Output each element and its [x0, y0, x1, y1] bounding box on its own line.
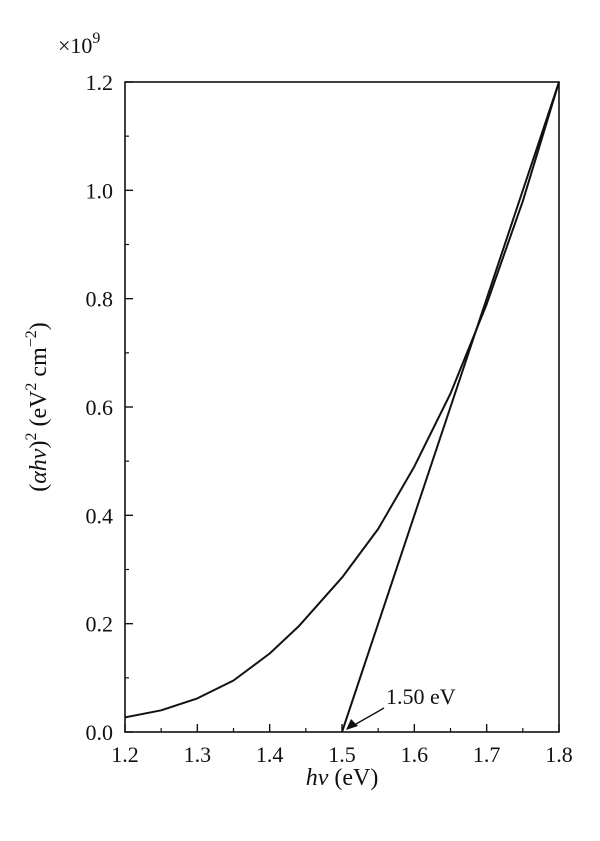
multiplier-exponent: 9 — [92, 30, 100, 47]
x-tick-label: 1.2 — [111, 742, 139, 767]
x-tick-label: 1.4 — [256, 742, 284, 767]
y-tick-label: 0.6 — [86, 395, 114, 420]
x-axis-label-symbol: hν — [306, 765, 329, 791]
multiplier-base: ×10 — [58, 33, 92, 58]
x-tick-label: 1.3 — [184, 742, 212, 767]
y-tick-label: 1.2 — [86, 70, 114, 95]
y-label-units-power1: 2 — [23, 383, 40, 391]
y-label-units-end: ) — [26, 322, 52, 330]
x-tick-label: 1.5 — [328, 742, 356, 767]
x-tick-label: 1.7 — [473, 742, 501, 767]
y-tick-label: 0.4 — [86, 503, 114, 528]
y-tick-label: 1.0 — [86, 178, 114, 203]
x-axis-label-units: (eV) — [328, 765, 378, 791]
y-label-symbol: αhν — [26, 448, 52, 484]
y-label-power: 2 — [23, 433, 40, 441]
plot-layer: 1.2 1.3 1.4 1.5 1.6 1.7 1.8 0.0 0.2 0.4 0.6 0.8 1.0 1… — [23, 30, 573, 791]
y-axis-label: (αhν)2 (eV2 cm−2) — [23, 322, 52, 492]
x-tick-label: 1.8 — [545, 742, 573, 767]
y-tick-label: 0.8 — [86, 287, 114, 312]
x-tick-label: 1.6 — [401, 742, 429, 767]
plot-frame — [124, 81, 560, 733]
y-label-open: ( — [26, 484, 52, 492]
y-tick-label: 0.0 — [86, 720, 114, 745]
series-line-absorption-curve — [124, 81, 560, 719]
series-line-tangent-line — [341, 81, 560, 733]
y-label-close: ) — [26, 441, 52, 449]
x-axis-label: hν (eV) — [306, 765, 379, 791]
y-axis-multiplier: ×109 — [58, 30, 100, 58]
y-label-units-start: (eV — [26, 390, 52, 433]
y-tick-label: 0.2 — [86, 612, 114, 637]
y-label-units-power2: −2 — [23, 330, 40, 347]
y-label-units-mid: cm — [26, 347, 52, 383]
annotation-label: 1.50 eV — [386, 684, 456, 709]
annotation-arrowhead — [346, 719, 358, 730]
